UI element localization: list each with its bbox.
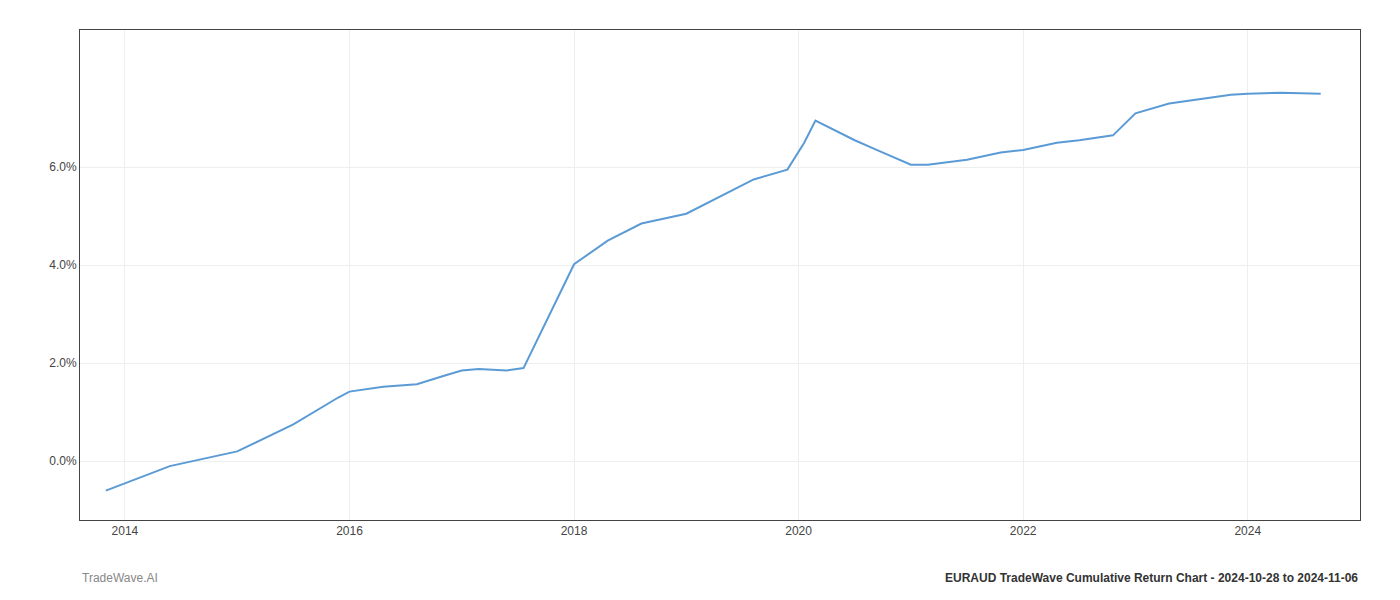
svg-text:2022: 2022 [1010,524,1037,538]
svg-text:2016: 2016 [336,524,363,538]
svg-text:4.0%: 4.0% [49,258,77,272]
svg-text:TradeWave.AI: TradeWave.AI [82,571,158,585]
svg-text:2024: 2024 [1234,524,1261,538]
svg-text:2.0%: 2.0% [49,356,77,370]
svg-text:0.0%: 0.0% [49,454,77,468]
svg-text:2020: 2020 [785,524,812,538]
svg-text:2014: 2014 [112,524,139,538]
svg-text:2018: 2018 [561,524,588,538]
svg-text:EURAUD TradeWave Cumulative Re: EURAUD TradeWave Cumulative Return Chart… [945,571,1358,585]
svg-text:6.0%: 6.0% [49,160,77,174]
